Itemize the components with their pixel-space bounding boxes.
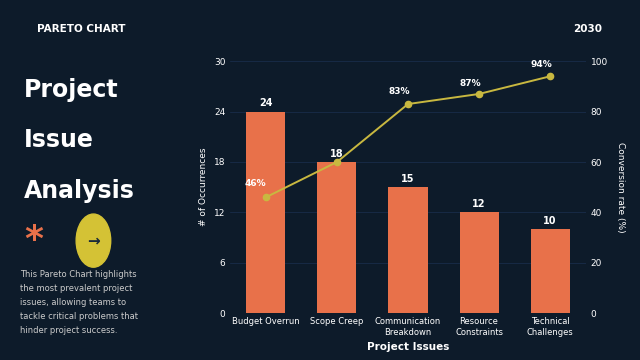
Text: *: * <box>24 223 44 257</box>
Text: Issue: Issue <box>24 129 94 152</box>
Y-axis label: Conversion rate (%): Conversion rate (%) <box>616 142 625 233</box>
Bar <box>531 229 570 313</box>
Text: 83%: 83% <box>388 87 410 96</box>
Text: 87%: 87% <box>459 79 481 88</box>
Text: Project: Project <box>24 78 119 102</box>
Text: 18: 18 <box>330 149 344 159</box>
Bar <box>246 112 285 313</box>
Text: Analysis: Analysis <box>24 179 135 203</box>
Text: 15: 15 <box>401 174 415 184</box>
Text: →: → <box>87 233 100 248</box>
Text: PARETO CHART: PARETO CHART <box>37 24 126 34</box>
Text: 94%: 94% <box>530 60 552 69</box>
Text: 2030: 2030 <box>573 24 603 34</box>
Bar <box>460 212 499 313</box>
X-axis label: Project Issues: Project Issues <box>367 342 449 352</box>
Text: 10: 10 <box>543 216 557 226</box>
Bar <box>388 187 428 313</box>
Text: 46%: 46% <box>244 180 266 189</box>
Bar <box>317 162 356 313</box>
Text: This Pareto Chart highlights
the most prevalent project
issues, allowing teams t: This Pareto Chart highlights the most pr… <box>20 270 138 335</box>
Text: 12: 12 <box>472 199 486 209</box>
Text: 24: 24 <box>259 98 273 108</box>
Circle shape <box>76 214 111 267</box>
Y-axis label: # of Occurrences: # of Occurrences <box>200 148 209 226</box>
